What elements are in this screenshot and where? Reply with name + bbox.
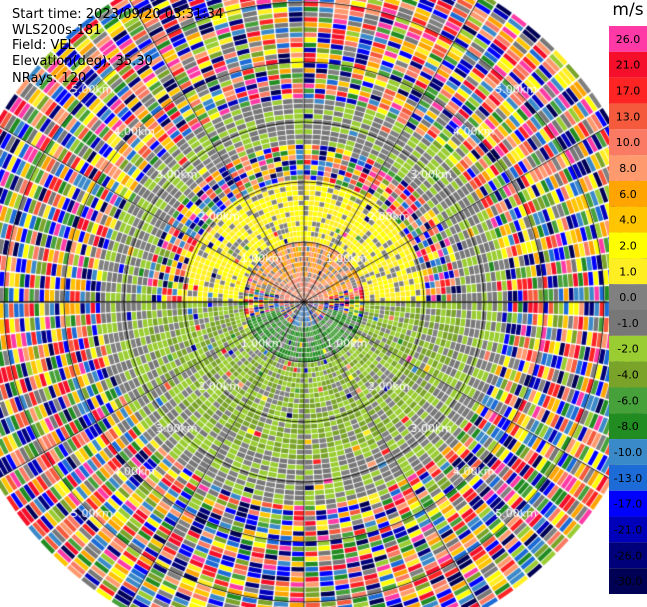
colorbar-tick-label: -10.0 (614, 446, 642, 459)
colorbar-segment (609, 103, 647, 130)
field-label: Field: VEL (12, 38, 75, 53)
colorbar-segment (609, 129, 647, 156)
colorbar-segment (609, 77, 647, 104)
colorbar-segment (609, 490, 647, 517)
colorbar-tick-label: -30.0 (614, 575, 642, 588)
colorbar-tick-label: 13.0 (616, 110, 641, 123)
elevation-label: Elevation(deg): 35.30 (12, 54, 153, 69)
colorbar-tick-label: -8.0 (617, 420, 638, 433)
colorbar-segment (609, 258, 647, 285)
colorbar-segment (609, 51, 647, 78)
instrument-label: WLS200s-181 (12, 23, 102, 38)
colorbar-tick-label: -17.0 (614, 498, 642, 511)
colorbar-tick-label: -1.0 (617, 317, 638, 330)
colorbar-segment (609, 361, 647, 388)
colorbar-segment (609, 180, 647, 207)
colorbar-segment (609, 26, 647, 52)
colorbar-unit: m/s (612, 0, 644, 20)
colorbar-tick-label: -13.0 (614, 472, 642, 485)
colorbar-tick-label: 21.0 (616, 59, 641, 72)
colorbar-tick-label: -6.0 (617, 394, 638, 407)
colorbar-segment (609, 439, 647, 465)
nrays-label: NRays: 120 (12, 71, 87, 86)
colorbar-tick-label: 6.0 (619, 188, 637, 201)
colorbar-segment (609, 464, 647, 491)
colorbar-segment (609, 413, 647, 440)
colorbar-segment (609, 568, 647, 594)
colorbar-tick-label: 17.0 (616, 85, 641, 98)
start-time-label: Start time: 2023/09/20 03:31:34 (12, 7, 224, 22)
colorbar-segment (609, 387, 647, 414)
colorbar-tick-label: -2.0 (617, 343, 638, 356)
colorbar-tick-label: 26.0 (616, 33, 641, 46)
colorbar-segment (609, 284, 647, 310)
colorbar-tick-label: -21.0 (614, 523, 642, 536)
colorbar-tick-label: 0.0 (619, 291, 637, 304)
colorbar-segment (609, 206, 647, 233)
colorbar-tick-label: -4.0 (617, 369, 638, 382)
colorbar-segment (609, 542, 647, 569)
colorbar-tick-label: -26.0 (614, 549, 642, 562)
colorbar-tick-label: 8.0 (619, 162, 637, 175)
colorbar-segment (609, 335, 647, 362)
colorbar-tick-label: 2.0 (619, 239, 637, 252)
colorbar-segment (609, 310, 647, 336)
colorbar-segment (609, 516, 647, 543)
colorbar-tick-label: 4.0 (619, 214, 637, 227)
colorbar-tick-label: 1.0 (619, 265, 637, 278)
colorbar-segment (609, 155, 647, 181)
colorbar-tick-label: 10.0 (616, 136, 641, 149)
colorbar-segment (609, 232, 647, 259)
